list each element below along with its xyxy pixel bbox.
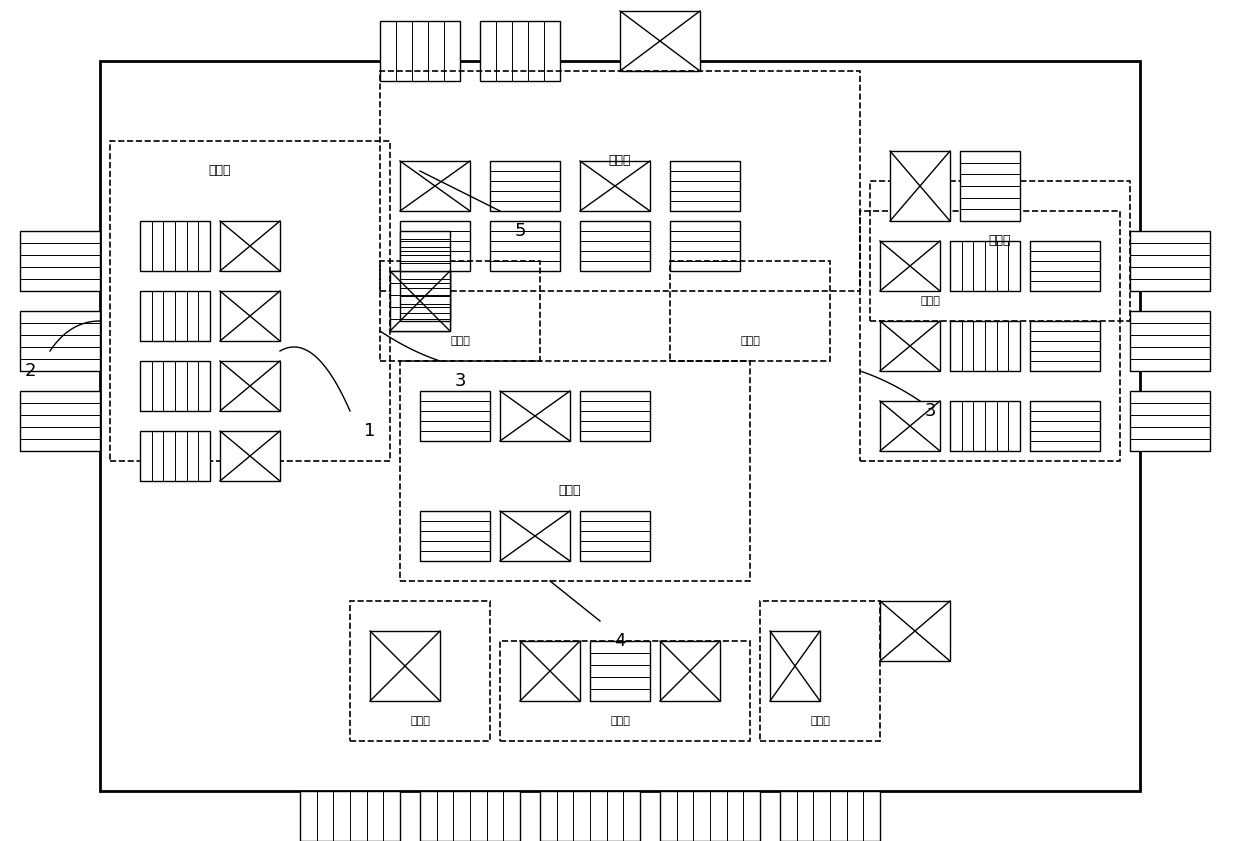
Bar xyxy=(391,271,450,331)
Bar xyxy=(539,791,640,841)
Bar xyxy=(140,291,210,341)
Bar xyxy=(780,791,880,841)
Bar xyxy=(480,21,560,81)
Bar xyxy=(620,11,701,71)
Bar xyxy=(20,231,100,291)
Text: 5: 5 xyxy=(515,222,526,240)
Bar xyxy=(1030,401,1100,451)
Bar xyxy=(760,601,880,741)
Bar xyxy=(880,241,940,291)
Bar xyxy=(20,311,100,371)
Bar xyxy=(401,221,470,271)
Bar xyxy=(420,391,490,441)
Text: 出库区: 出库区 xyxy=(920,296,940,306)
Bar xyxy=(880,401,940,451)
Bar xyxy=(140,431,210,481)
Text: 3: 3 xyxy=(454,372,466,390)
Bar xyxy=(379,261,539,361)
Bar xyxy=(660,791,760,841)
Bar xyxy=(670,161,740,211)
Bar xyxy=(580,391,650,441)
Bar xyxy=(100,61,1140,791)
Bar xyxy=(950,241,1021,291)
Bar xyxy=(490,221,560,271)
Bar xyxy=(490,161,560,211)
Bar xyxy=(580,511,650,561)
Bar xyxy=(401,271,450,321)
Bar xyxy=(580,161,650,211)
Bar xyxy=(890,151,950,221)
Bar xyxy=(660,641,720,701)
Bar xyxy=(420,511,490,561)
Bar xyxy=(500,391,570,441)
Bar xyxy=(950,321,1021,371)
Bar xyxy=(300,791,401,841)
Bar xyxy=(590,641,650,701)
Bar xyxy=(350,601,490,741)
Bar xyxy=(379,21,460,81)
Bar xyxy=(770,631,820,701)
Bar xyxy=(140,221,210,271)
Bar xyxy=(670,221,740,271)
Text: 3: 3 xyxy=(924,402,936,420)
Text: 入库区: 入库区 xyxy=(208,165,231,177)
Text: 2: 2 xyxy=(25,362,36,380)
Bar xyxy=(219,361,280,411)
Bar xyxy=(500,511,570,561)
Text: 出库区: 出库区 xyxy=(410,716,430,726)
Bar xyxy=(219,431,280,481)
Bar xyxy=(391,271,450,331)
Bar xyxy=(1130,311,1210,371)
Bar xyxy=(401,161,470,211)
Bar xyxy=(861,211,1120,461)
Bar xyxy=(950,401,1021,451)
Text: 暂存区: 暂存区 xyxy=(559,484,582,498)
Text: 出库区: 出库区 xyxy=(810,716,830,726)
Text: 入库区: 入库区 xyxy=(988,235,1012,247)
Bar xyxy=(1030,241,1100,291)
Bar xyxy=(219,291,280,341)
Bar xyxy=(379,71,861,291)
Bar xyxy=(420,791,520,841)
Bar xyxy=(370,631,440,701)
Bar xyxy=(401,231,450,271)
Bar xyxy=(219,221,280,271)
Bar xyxy=(110,141,391,461)
Text: 出库区: 出库区 xyxy=(740,336,760,346)
Bar xyxy=(870,181,1130,321)
Text: 出库区: 出库区 xyxy=(450,336,470,346)
Text: 4: 4 xyxy=(614,632,626,650)
Bar xyxy=(960,151,1021,221)
Bar xyxy=(670,261,830,361)
Bar xyxy=(520,641,580,701)
Bar xyxy=(401,361,750,581)
Text: 暂存区: 暂存区 xyxy=(610,716,630,726)
Bar xyxy=(140,361,210,411)
Bar xyxy=(880,321,940,371)
Text: 暂存区: 暂存区 xyxy=(609,155,631,167)
Bar xyxy=(580,221,650,271)
Bar xyxy=(500,641,750,741)
Bar xyxy=(1130,391,1210,451)
Bar xyxy=(1030,321,1100,371)
Text: 1: 1 xyxy=(365,422,376,440)
Bar xyxy=(880,601,950,661)
Bar xyxy=(1130,231,1210,291)
Bar xyxy=(20,391,100,451)
